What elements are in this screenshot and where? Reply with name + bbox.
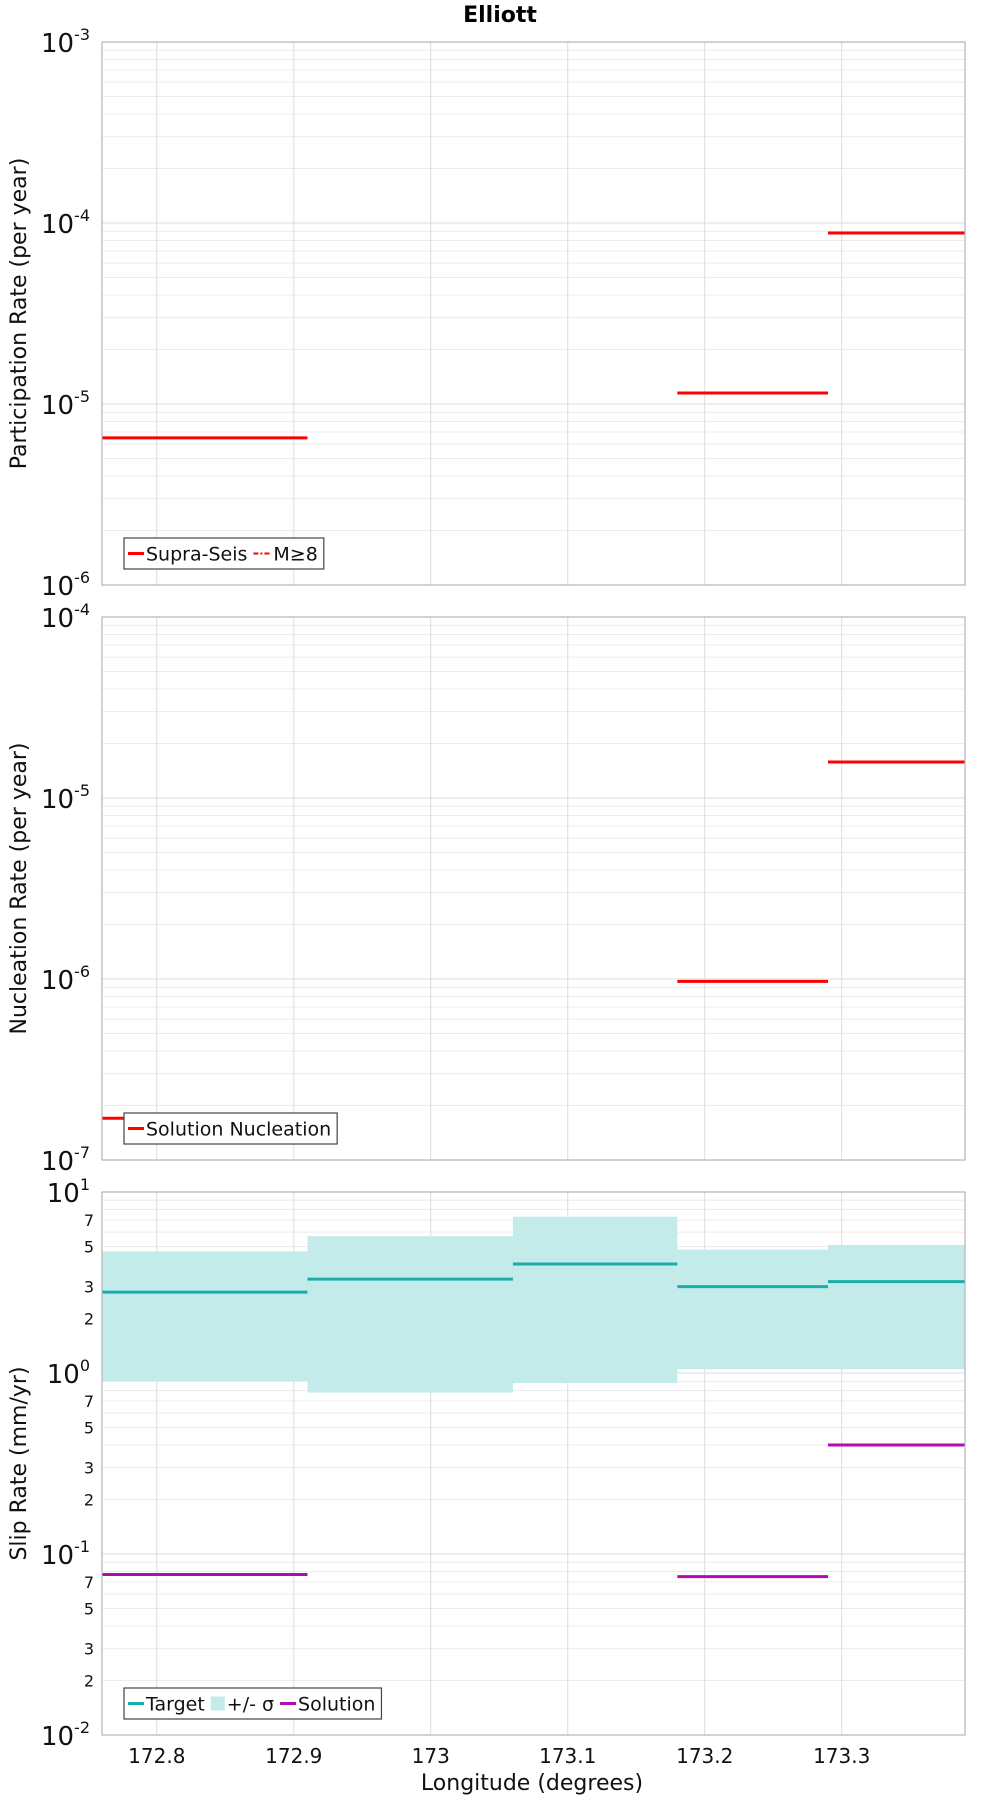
- legend: Target +/- σ Solution: [123, 1687, 383, 1720]
- y-tick-label: 10-6: [41, 568, 90, 602]
- legend-entry-label: Target: [145, 1694, 205, 1716]
- y-minor-tick-label: 3: [84, 1278, 94, 1297]
- x-tick-label: 173.1: [539, 1744, 596, 1768]
- x-axis-label: Longitude (degrees): [421, 1771, 643, 1796]
- x-tick-label: 172.9: [265, 1744, 322, 1768]
- legend-entry-label: Solution: [298, 1694, 375, 1716]
- y-axis-label: Nucleation Rate (per year): [7, 743, 32, 1035]
- sigma-band-segment: [512, 1216, 678, 1384]
- y-minor-tick-label: 7: [84, 1573, 94, 1592]
- panel-3: 10-2 10-1 100 101 2 3 5 7 2 3 5 7 2 3 5 7 172.8 172.9 173 1…: [7, 1175, 966, 1768]
- y-tick-label: 10-5: [41, 387, 90, 421]
- plot-frame: [101, 41, 966, 586]
- y-tick-label: 10-5: [41, 781, 90, 815]
- x-tick-label: 173: [412, 1744, 450, 1768]
- y-minor-tick-label: 5: [84, 1599, 94, 1618]
- legend-frame: [123, 1687, 383, 1720]
- x-tick-label: 173.3: [813, 1744, 870, 1768]
- sigma-band-segment: [307, 1236, 513, 1393]
- y-tick-label: 10-2: [41, 1718, 90, 1752]
- y-tick-label: 10-6: [41, 962, 90, 996]
- y-tick-label: 10-3: [41, 25, 90, 59]
- y-tick-label: 10-7: [41, 1143, 90, 1177]
- legend: Solution Nucleation: [123, 1112, 338, 1145]
- legend-swatch: [210, 1696, 225, 1711]
- sigma-band-segment: [828, 1244, 965, 1370]
- y-tick-label: 100: [47, 1356, 90, 1390]
- y-minor-tick-label: 5: [84, 1237, 94, 1256]
- y-minor-tick-label: 2: [84, 1491, 94, 1510]
- panel-2: 10-7 10-6 10-5 10-4 Nucleation Rate (per yea…: [7, 600, 966, 1177]
- y-minor-tick-label: 3: [84, 1640, 94, 1659]
- legend-frame: [123, 1112, 338, 1145]
- x-tick-label: 172.8: [128, 1744, 185, 1768]
- y-minor-tick-label: 7: [84, 1392, 94, 1411]
- legend-entry-label: +/- σ: [227, 1694, 274, 1716]
- y-axis-label: Slip Rate (mm/yr): [7, 1366, 32, 1560]
- panels: 10-6 10-5 10-4 10-3 Participation Rate (per …: [7, 25, 966, 1768]
- y-tick-label: 10-4: [41, 600, 90, 634]
- x-tick-label: 173.2: [676, 1744, 733, 1768]
- y-axis-label: Participation Rate (per year): [7, 158, 32, 470]
- panel-1: 10-6 10-5 10-4 10-3 Participation Rate (per …: [7, 25, 966, 602]
- y-minor-tick-label: 7: [84, 1211, 94, 1230]
- y-tick-label: 101: [47, 1175, 90, 1209]
- legend-frame: [123, 537, 325, 570]
- y-tick-label: 10-1: [41, 1537, 90, 1571]
- plot-frame: [101, 616, 966, 1161]
- legend-entry-label: Solution Nucleation: [146, 1119, 331, 1141]
- y-minor-tick-label: 2: [84, 1310, 94, 1329]
- sigma-band-segment: [677, 1249, 829, 1370]
- y-minor-tick-label: 2: [84, 1672, 94, 1691]
- y-minor-tick-label: 5: [84, 1418, 94, 1437]
- legend-entry-label: M≥8: [273, 544, 317, 566]
- legend-entry-label: Supra-Seis: [146, 544, 247, 566]
- legend: Supra-Seis M≥8: [123, 537, 325, 570]
- y-minor-tick-label: 3: [84, 1459, 94, 1478]
- y-tick-label: 10-4: [41, 206, 90, 240]
- sigma-band-segment: [102, 1251, 308, 1382]
- figure-title: Elliott: [463, 3, 537, 28]
- plot-frame: [101, 1191, 966, 1736]
